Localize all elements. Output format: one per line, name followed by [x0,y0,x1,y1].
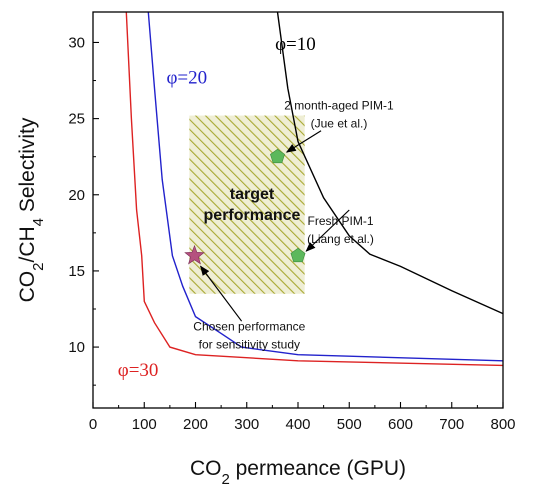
series-line-3 [125,12,503,367]
annotation-arrow-1 [285,130,322,153]
x-tick-label: 300 [234,416,259,433]
x-tick-label: 100 [132,416,157,433]
target-region [189,115,305,294]
series-label-1: φ=10 [275,34,316,55]
annotation-text-3-1: Chosen performance [193,319,305,333]
target-region-label-line2: performance [204,207,301,224]
x-tick-label: 0 [89,416,97,433]
annotation-arrow-2 [305,209,350,252]
annotation-text-1-2: (Jue et al.) [311,116,368,130]
marker-pentagon-2 [290,247,306,263]
x-tick-label: 700 [439,416,464,433]
series-line-2 [147,12,503,362]
annotation-arrow-3 [200,265,243,322]
x-tick-label: 400 [285,416,310,433]
x-tick-label: 500 [337,416,362,433]
y-axis-label: CO2/CH4 Selectivity [16,117,47,302]
y-tick-label: 15 [68,263,85,280]
marker-star-3 [184,244,205,265]
y-tick-label: 10 [68,339,85,356]
marker-pentagon-1 [270,148,285,164]
y-tick-label: 25 [68,111,85,128]
annotation-text-3-2: for sensitivity study [199,337,300,351]
series-label-2: φ=20 [166,68,207,89]
annotation-text-2-2: (Liang et al.) [307,232,374,246]
x-axis-label: CO2 permeance (GPU) [190,457,406,488]
series-label-3: φ=30 [118,360,159,381]
annotation-text-2-1: Fresh PIM-1 [308,214,374,228]
y-tick-label: 30 [68,34,85,51]
target-region-label-line1: target [230,186,275,203]
annotation-text-1-1: 2 month-aged PIM-1 [284,98,394,112]
series-line-1 [276,12,503,315]
x-tick-label: 800 [490,416,515,433]
y-tick-label: 20 [68,187,85,204]
x-tick-label: 600 [388,416,413,433]
x-tick-label: 200 [183,416,208,433]
